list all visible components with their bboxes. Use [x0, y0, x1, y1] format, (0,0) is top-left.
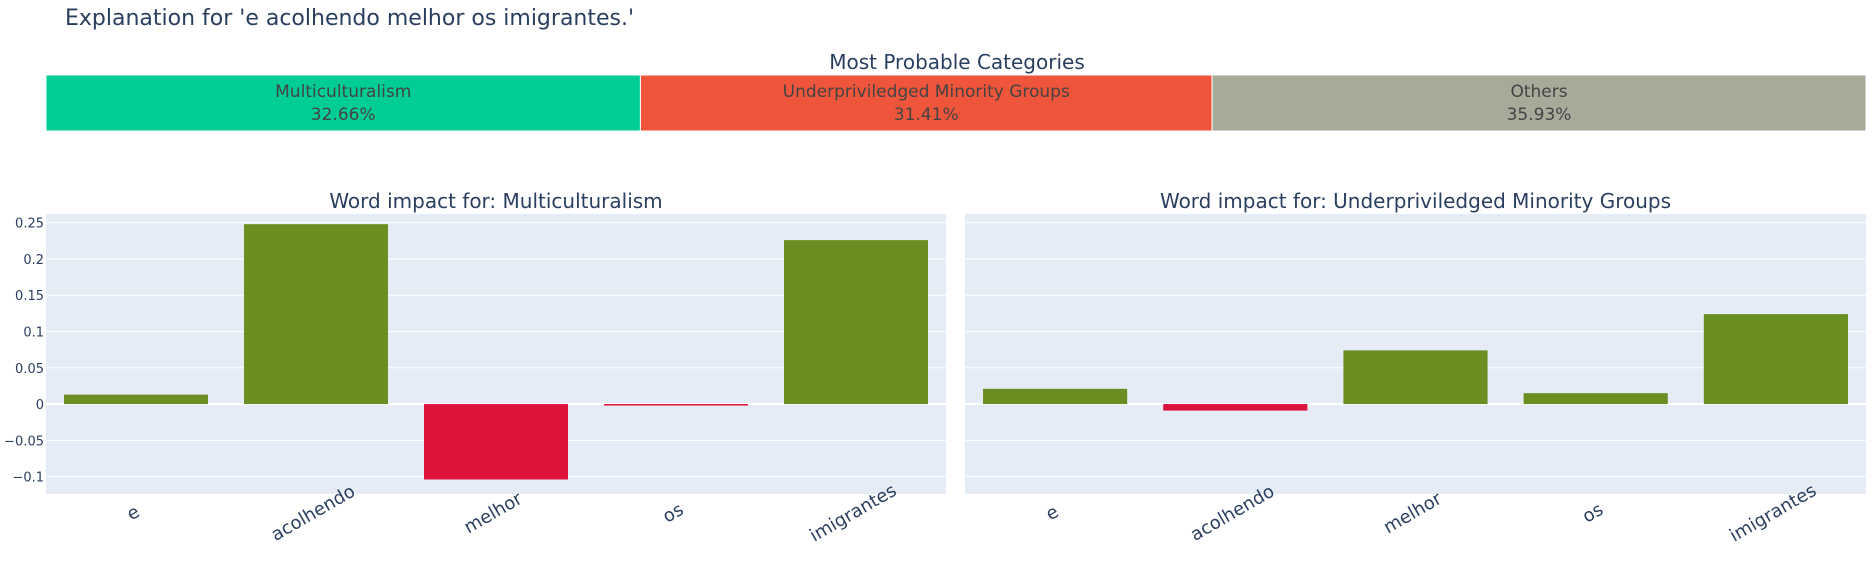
- x-tick-label: melhor: [1380, 488, 1446, 538]
- category-segment-2: [1211, 74, 1867, 132]
- category-name-2: Others: [1510, 82, 1567, 102]
- bar-e: [983, 388, 1128, 405]
- category-percent-0: 32.66%: [311, 105, 376, 125]
- main-title: Explanation for 'e acolhendo melhor os i…: [65, 6, 634, 31]
- panel-title: Word impact for: Underpriviledged Minori…: [1160, 189, 1671, 213]
- y-tick-label: 0.1: [23, 326, 44, 341]
- category-percent-2: 35.93%: [1507, 105, 1572, 125]
- bar-imigrantes: [784, 240, 928, 405]
- y-tick-label: 0.05: [15, 362, 44, 377]
- category-segment-0: [45, 74, 641, 132]
- category-segment-1: [639, 74, 1213, 132]
- x-tick-label: os: [1579, 499, 1607, 527]
- y-tick-label: −0.1: [12, 471, 44, 486]
- panel-title: Word impact for: Multiculturalism: [329, 189, 662, 213]
- bar-melhor: [1343, 350, 1488, 405]
- y-tick-label: 0.25: [15, 217, 44, 232]
- bar-e: [64, 394, 208, 405]
- y-tick-label: 0.2: [23, 253, 44, 268]
- x-tick-label: melhor: [461, 488, 527, 538]
- category-percent-1: 31.41%: [894, 105, 959, 125]
- y-tick-label: 0: [36, 398, 44, 413]
- bar-os: [1523, 393, 1668, 405]
- y-tick-label: 0.15: [15, 289, 44, 304]
- x-tick-label: e: [123, 501, 143, 525]
- categories-title: Most Probable Categories: [829, 50, 1085, 74]
- word-impact-panels: −0.1 −0.05 0 0.05 0.1 0.15 0.2 0.25 Word impact …: [4, 189, 1866, 546]
- bar-imigrantes: [1703, 314, 1848, 405]
- word-impact-chart-1: Word impact for: Underpriviledged Minori…: [965, 189, 1866, 546]
- word-impact-chart-0: −0.1 −0.05 0 0.05 0.1 0.15 0.2 0.25 Word impact …: [4, 189, 946, 546]
- bar-acolhendo: [1163, 404, 1308, 411]
- x-tick-label: e: [1042, 501, 1062, 525]
- bar-os: [604, 404, 748, 406]
- category-name-0: Multiculturalism: [275, 82, 411, 102]
- y-tick-label: −0.05: [4, 434, 44, 449]
- category-name-1: Underpriviledged Minority Groups: [783, 82, 1070, 102]
- bar-melhor: [424, 404, 568, 480]
- bar-acolhendo: [244, 224, 388, 405]
- x-tick-label: os: [659, 499, 687, 527]
- category-bar: Multiculturalism 32.66% Underpriviledged M…: [45, 74, 1867, 132]
